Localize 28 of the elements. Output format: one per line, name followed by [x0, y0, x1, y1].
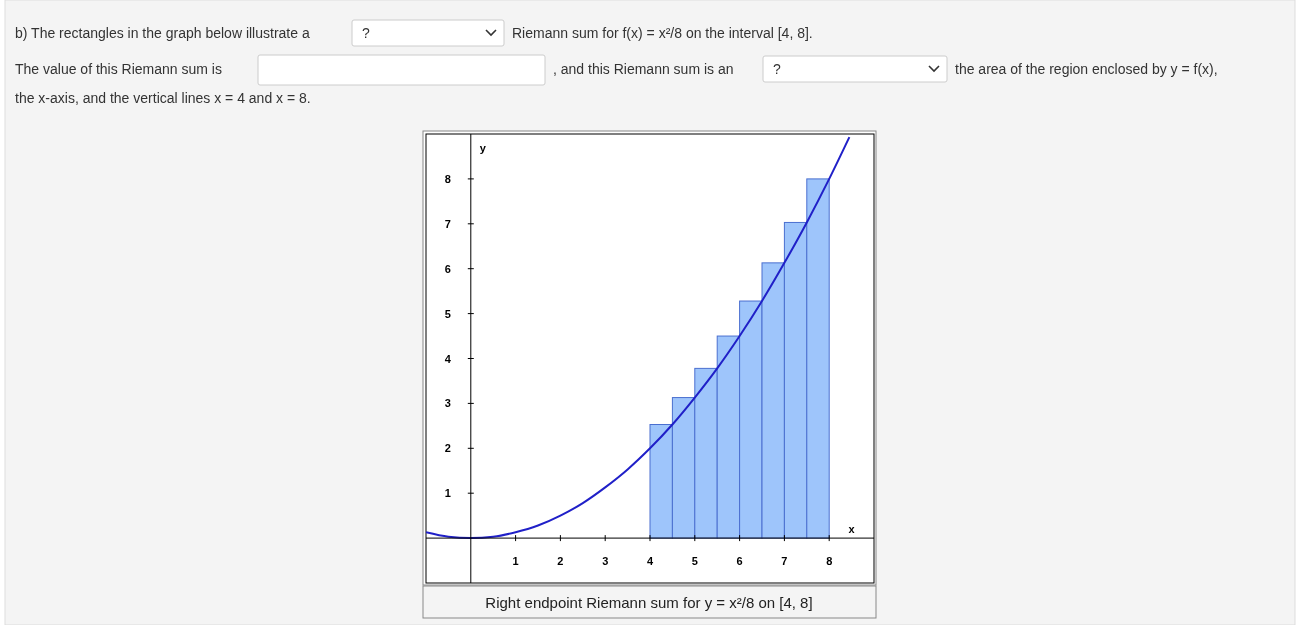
text: Riemann sum for f(x) = x²/8 on the interval [4, 8].: [512, 25, 813, 41]
text: ?: [773, 61, 781, 77]
text: ?: [362, 25, 370, 41]
x-tick-label: 6: [736, 555, 743, 568]
text: The value of this Riemann sum is: [15, 61, 222, 77]
text: the x-axis, and the vertical lines x = 4 and x = 8.: [15, 90, 311, 106]
text: b) The rectangles in the graph below illustrate a: [15, 25, 310, 41]
x-axis-title: x: [848, 523, 856, 536]
x-tick-label: 7: [781, 555, 788, 568]
y-tick-label: 5: [444, 307, 451, 320]
y-tick-label: 8: [444, 172, 451, 185]
line-series: [426, 136, 851, 540]
x-tick-label: 3: [602, 555, 609, 568]
x-tick-label: 1: [512, 555, 519, 568]
text: the area of the region enclosed by y = f(x),: [955, 61, 1218, 77]
x-tick-label: 4: [646, 555, 654, 568]
x-tick-label: 2: [557, 555, 564, 568]
x-tick-label: 5: [691, 555, 698, 568]
text: , and this Riemann sum is an: [553, 61, 734, 77]
y-axis-title: y: [479, 141, 487, 154]
y-tick-label: 1: [444, 487, 451, 500]
text: Right endpoint Riemann sum for y = x²/8 on [4, 8]: [485, 594, 813, 611]
y-tick-label: 4: [444, 352, 452, 365]
y-tick-label: 3: [444, 397, 451, 410]
y-tick-label: 7: [444, 217, 451, 230]
x-tick-label: 8: [826, 555, 833, 568]
y-tick-label: 2: [444, 442, 451, 455]
y-tick-label: 6: [444, 262, 451, 275]
